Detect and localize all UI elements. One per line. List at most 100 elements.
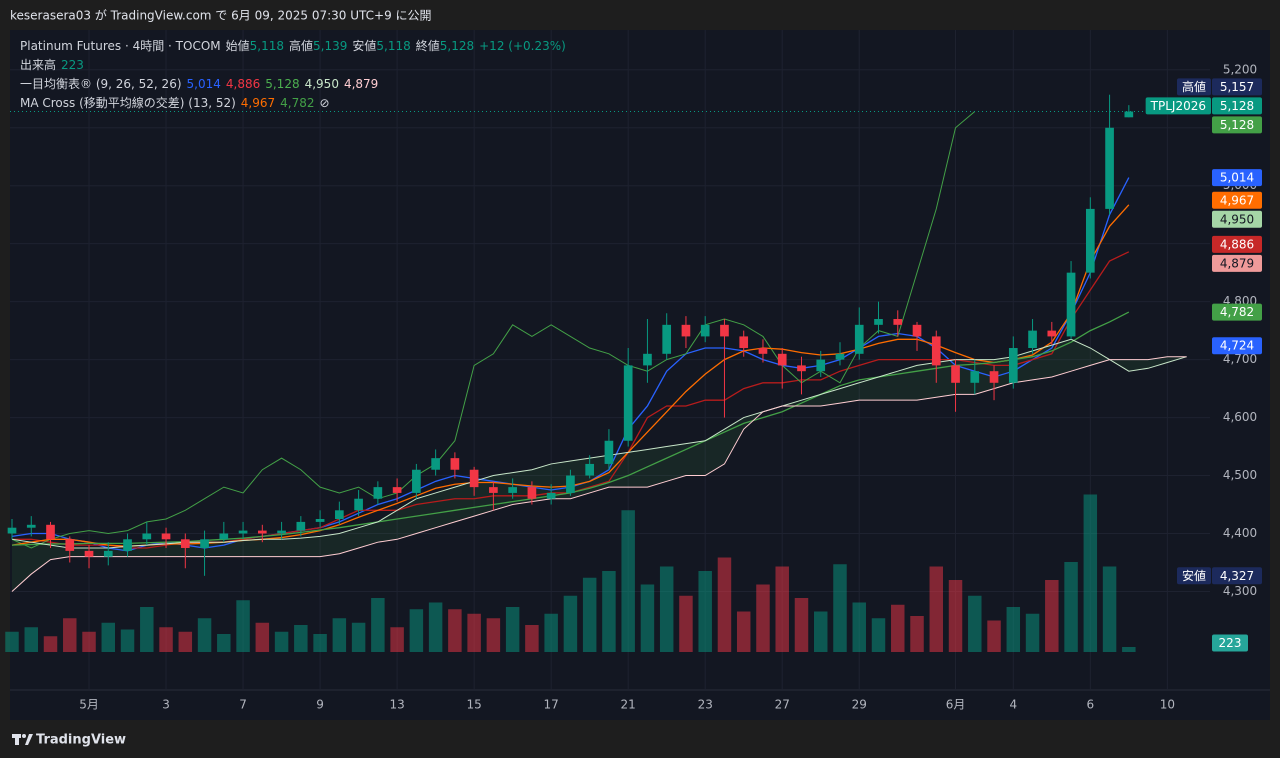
candle-body	[7, 527, 17, 534]
candle-body	[142, 533, 152, 540]
price-tag	[1212, 191, 1262, 209]
price-tag	[1212, 116, 1262, 134]
volume-bar	[852, 602, 866, 652]
legend-ma-name: MA Cross (移動平均線の交差) (13, 52)	[20, 96, 236, 110]
footer-brand: TradingView	[36, 733, 126, 748]
price-tag	[1212, 78, 1262, 96]
candle-body	[970, 371, 980, 383]
price-tag-label: 4,724	[1220, 339, 1254, 353]
candle-body	[1066, 272, 1076, 337]
legend-ohlc-value: 5,139	[313, 39, 348, 53]
volume-bar	[1064, 562, 1078, 652]
volume-bar	[813, 611, 828, 652]
price-tag-label: 4,327	[1220, 569, 1254, 583]
candle-body	[26, 524, 36, 528]
candle-body	[1047, 330, 1057, 337]
volume-bar	[371, 598, 385, 652]
volume-bar	[698, 571, 712, 652]
volume-bar	[1102, 566, 1117, 652]
candle-body	[951, 365, 960, 383]
candle-body	[103, 550, 113, 557]
volume-bar	[833, 564, 847, 652]
candle-body	[720, 324, 729, 337]
volume-bar	[43, 636, 58, 652]
x-tick-label: 21	[621, 698, 636, 712]
volume-bar	[775, 566, 789, 652]
volume-bar	[332, 618, 347, 652]
volume-bar	[313, 634, 327, 652]
price-tag	[1212, 337, 1262, 355]
price-tag-name-box	[1176, 567, 1211, 585]
ichimoku-cloud	[12, 339, 1187, 592]
legend-ohlc-value: 5,118	[376, 39, 411, 53]
price-tag-label: 5,128	[1220, 118, 1254, 132]
candle-body	[777, 353, 787, 366]
volume-bar	[255, 622, 270, 652]
price-tag-label: 4,886	[1220, 237, 1254, 251]
x-tick-label: 6	[1086, 698, 1094, 712]
x-tick-label: 6月	[946, 698, 966, 712]
candle-body	[989, 371, 999, 383]
volume-bar	[968, 595, 982, 652]
price-tag	[1212, 169, 1262, 187]
indicator-line	[11, 356, 1187, 592]
legend-ichimoku-value: 5,128	[265, 77, 300, 91]
x-tick-label: 27	[775, 698, 790, 712]
logo	[12, 734, 33, 745]
volume-bar	[448, 609, 462, 652]
candle-body	[161, 533, 171, 540]
candle-body	[643, 353, 652, 366]
legend-ichimoku-name: 一目均衡表® (9, 26, 52, 26)	[20, 77, 182, 91]
legend-line: 一目均衡表® (9, 26, 52, 26) 5,014 4,886 5,128 4,9…	[20, 75, 571, 94]
volume-bar	[679, 595, 693, 652]
header: keserasera03 が TradingView.com で 6月 09, …	[10, 8, 432, 23]
candle-body	[412, 469, 421, 493]
x-tick-label: 15	[466, 698, 481, 712]
volume-bar	[891, 604, 905, 652]
volume-bar	[140, 607, 154, 652]
volume-bar	[640, 584, 655, 652]
volume-tag	[1212, 634, 1248, 652]
price-tag-label: 4,950	[1220, 212, 1254, 226]
candle-body	[489, 487, 498, 493]
candle-body	[527, 487, 537, 499]
legend-symbol: Platinum Futures · 4時間 · TOCOM	[20, 39, 221, 53]
volume-bar	[1006, 607, 1021, 652]
volume-bar	[756, 584, 770, 652]
candle-body	[758, 348, 768, 354]
candle-body	[450, 458, 460, 470]
candle-body	[296, 521, 306, 531]
volume-bar	[582, 577, 597, 652]
legend-ohlc-value: 5,118	[249, 39, 284, 53]
y-tick-label: 4,400	[1223, 526, 1257, 540]
price-tag	[1212, 567, 1262, 585]
x-tick-label: 10	[1160, 698, 1175, 712]
candle-body	[180, 539, 190, 548]
volume-bar	[910, 616, 924, 652]
candle-body	[392, 487, 402, 493]
price-tag	[1212, 210, 1262, 228]
candle-body	[200, 539, 209, 548]
volume-bar	[659, 566, 674, 652]
volume-bar	[236, 600, 250, 652]
candle-body	[546, 492, 556, 499]
volume-bar	[1122, 646, 1136, 652]
volume-bar	[101, 622, 116, 652]
price-tag-name: 高値	[1182, 79, 1206, 94]
x-tick-label: 7	[239, 698, 247, 712]
legend-ohlc-name: 高値	[289, 39, 314, 53]
price-tag	[1212, 254, 1262, 272]
legend-ichimoku-value: 4,879	[343, 77, 379, 91]
legend-volume-value: 223	[61, 58, 84, 72]
volume-bar	[24, 627, 38, 652]
x-tick-label: 4	[1009, 698, 1017, 712]
candle-body	[893, 319, 903, 325]
volume-bar	[294, 625, 308, 652]
legend-ohlc-name: 安値	[352, 39, 377, 53]
candle-body	[315, 519, 325, 522]
legend-ichimoku-value: 4,950	[304, 77, 339, 91]
volume-bar	[563, 595, 578, 652]
price-tag-label: 4,782	[1220, 305, 1254, 319]
candle-body	[931, 336, 941, 366]
